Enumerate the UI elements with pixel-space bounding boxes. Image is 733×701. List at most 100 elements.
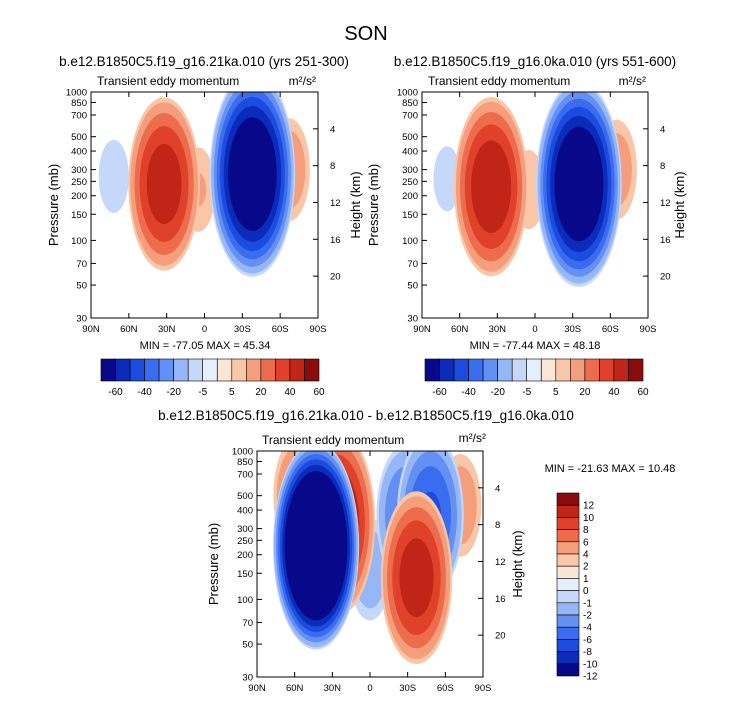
x-tick-label: 90S [475,683,492,694]
x-tick-label: 60N [451,324,469,335]
colorbar-label: 2 [583,562,589,573]
panel-2-ylabel-right: Height (km) [672,171,687,238]
panel-3-ylabel: Pressure (mb) [206,523,221,605]
colorbar-label: -60 [432,387,447,398]
colorbar-box [556,578,580,591]
y-tick-label: 50 [407,281,418,292]
contour-band [228,117,277,231]
y-tick-label: 1000 [232,447,253,458]
y-tick-label: 70 [407,259,418,270]
y-tick-label: 1000 [66,88,87,99]
colorbar-label: 0 [583,586,589,597]
colorbar-1: -60 -40 -20 -5 5 20 40 60 [100,358,325,398]
panel-1-title: b.e12.B1850C5.f19_g16.21ka.010 (yrs 251-… [59,54,349,69]
panel-1-plot [91,92,318,318]
height-tick-label: 4 [495,483,500,494]
colorbar-label: -2 [583,611,592,622]
x-tick-label: 30S [399,683,416,694]
y-tick-label: 250 [237,536,253,547]
colorbar-label: 20 [255,387,267,398]
colorbar-box [173,358,189,382]
x-tick-label: 0 [367,683,372,694]
colorbar-2: -60 -40 -20 -5 5 20 40 60 [424,358,649,398]
y-tick-label: 200 [402,191,418,202]
panel-3-stats: MIN = -21.63 MAX = 10.48 [545,463,676,475]
colorbar-label: -20 [490,387,505,398]
height-tick-label: 8 [495,520,500,531]
panel-2-ticks: 90N 60N 30N 0 30S 60S 90S 30 50 70 100 150 200 250300… [397,88,671,336]
colorbar-label: 40 [608,387,620,398]
panel-2-stats: MIN = -77.44 MAX = 48.18 [470,340,601,352]
colorbar-label: 1 [583,574,589,585]
colorbar-box [439,358,455,382]
colorbar-box [511,358,528,382]
panel-3-plot [257,451,483,677]
page-title: SON [344,23,387,45]
panel-1-variable-label: Transient eddy momentum [97,74,239,88]
colorbar-label: 6 [583,537,589,548]
colorbar-box [482,358,498,382]
panel-2-units-label: m²/s² [619,74,646,88]
colorbar-label: -40 [461,387,476,398]
height-tick-label: 16 [330,235,341,246]
height-tick-label: 20 [330,272,341,283]
colorbar-label: 20 [579,387,591,398]
colorbar-box [556,614,580,628]
colorbar-label: 5 [553,387,559,398]
colorbar-label: -5 [198,387,207,398]
panel-3: b.e12.B1850C5.f19_g16.21ka.010 - b.e12.B… [158,408,675,694]
height-tick-label: 8 [660,161,665,172]
panel-1-ticks: 90N 60N 30N 0 30S 60S 90S 30 50 70 100 150 200 250300… [66,88,341,336]
height-tick-label: 8 [330,161,335,172]
x-tick-label: 30N [324,683,342,694]
panel-2-title: b.e12.B1850C5.f19_g16.0ka.010 (yrs 551-6… [394,54,676,69]
contour-band [284,471,348,621]
colorbar-label: 60 [313,387,325,398]
contour-band [554,126,604,242]
y-tick-label: 850 [402,98,418,109]
colorbar-label: -10 [583,659,598,670]
x-tick-label: 60N [120,324,138,335]
x-tick-label: 30S [234,324,251,335]
y-tick-label: 100 [237,595,253,606]
panel-3-variable-label: Transient eddy momentum [262,433,404,447]
colorbar-box [599,358,615,382]
colorbar-label: -40 [137,387,152,398]
panel-3-ticks: 90N 60N 30N 0 30S 60S 90S 30 50 70 100 150 200 250300… [232,447,506,695]
contour-band [399,538,434,617]
panel-2-ylabel: Pressure (mb) [366,164,381,246]
y-tick-label: 150 [237,569,253,580]
colorbar-label: -4 [583,623,592,634]
height-tick-label: 4 [330,124,335,135]
height-tick-label: 16 [495,594,506,605]
colorbar-box [628,358,644,382]
colorbar-box [526,358,542,382]
x-tick-label: 90N [413,324,431,335]
y-tick-label: 250 [402,177,418,188]
colorbar-box [202,358,218,382]
colorbar-box [556,517,580,530]
panel-3-contours [272,451,482,665]
colorbar-box [144,358,160,382]
colorbar-label: -12 [583,672,598,683]
x-tick-label: 0 [532,324,537,335]
y-tick-label: 400 [237,506,253,517]
contour-band [471,140,512,233]
colorbar-box [556,541,580,555]
colorbar-box [556,565,580,579]
height-tick-label: 4 [660,124,665,135]
colorbar-label: -8 [583,647,592,658]
panel-1-ylabel: Pressure (mb) [46,164,61,246]
colorbar-box [556,639,580,652]
y-tick-label: 1000 [397,88,418,99]
colorbar-box [100,358,116,382]
panel-1-stats: MIN = -77.05 MAX = 45.34 [140,340,271,352]
x-tick-label: 60N [286,683,304,694]
colorbar-box [289,358,305,382]
x-tick-label: 90S [640,324,657,335]
colorbar-box [231,358,247,382]
colorbar-label: 10 [583,513,595,524]
colorbar-label: -1 [583,598,592,609]
x-tick-label: 60S [602,324,619,335]
x-tick-label: 30S [564,324,581,335]
